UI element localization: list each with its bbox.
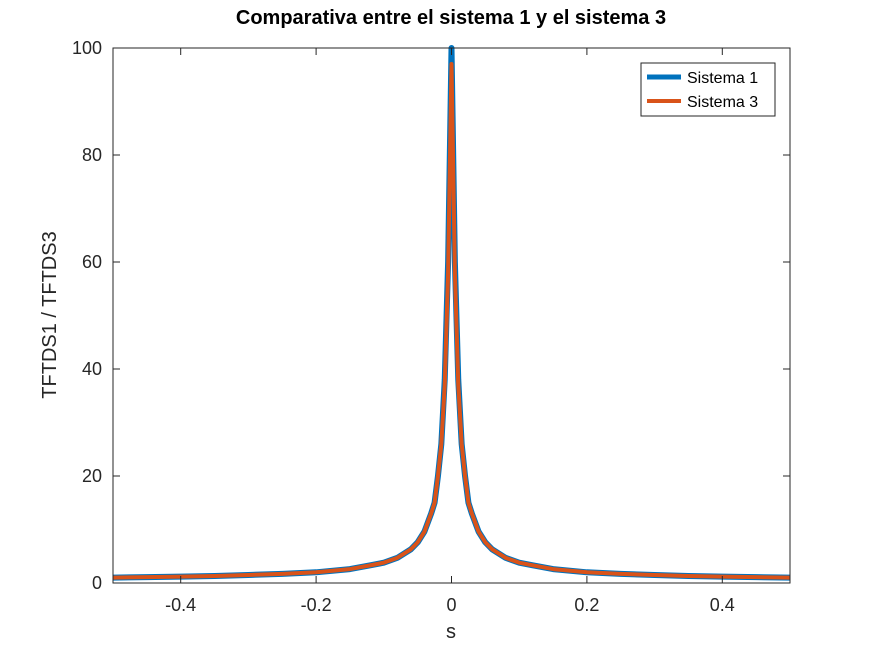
y-tick-label: 80 xyxy=(82,145,102,165)
y-tick-label: 20 xyxy=(82,466,102,486)
x-axis-label: s xyxy=(446,621,456,643)
legend-label-sistema-3: Sistema 3 xyxy=(687,94,758,111)
legend: Sistema 1 Sistema 3 xyxy=(640,62,776,117)
series-line-sistema-3 xyxy=(112,62,791,580)
x-tick-label: -0.2 xyxy=(301,595,332,615)
x-tick-label: 0.2 xyxy=(574,595,599,615)
y-axis-label: TFTDS1 / TFTDS3 xyxy=(39,231,61,398)
y-tick-label: 40 xyxy=(82,359,102,379)
ticks-layer: -0.4 -0.2 0 0.2 0.4 0 20 40 60 80 100 xyxy=(72,38,790,615)
x-tick-label: 0 xyxy=(446,595,456,615)
chart-title: Comparativa entre el sistema 1 y el sist… xyxy=(236,7,666,29)
y-tick-label: 60 xyxy=(82,252,102,272)
y-tick-label: 100 xyxy=(72,38,102,58)
legend-label-sistema-1: Sistema 1 xyxy=(687,70,758,87)
x-tick-label: 0.4 xyxy=(710,595,735,615)
x-tick-label: -0.4 xyxy=(165,595,196,615)
legend-box xyxy=(640,62,776,117)
y-tick-label: 0 xyxy=(92,573,102,593)
